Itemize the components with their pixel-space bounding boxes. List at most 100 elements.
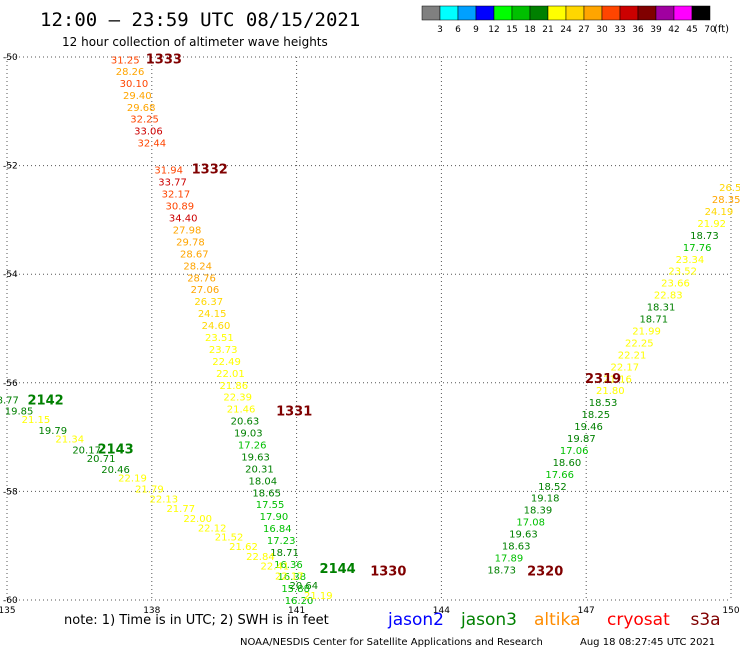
swh-value: 19.18: [531, 494, 560, 505]
legend-swatch: [673, 5, 693, 21]
legend-swatch: [457, 5, 477, 21]
satellite-label-s3a: s3a: [691, 610, 721, 630]
swh-value: 21.92: [697, 219, 726, 230]
swh-value: 18.39: [524, 506, 553, 517]
data-marks: 31.2528.2630.1029.4029.6832.2533.0632.44…: [0, 53, 740, 607]
satellite-label-cryosat: cryosat: [607, 610, 670, 630]
legend-swatch: [601, 5, 621, 21]
swh-value: 19.03: [234, 429, 263, 440]
swh-value: 26.54: [719, 183, 740, 194]
legend-swatch-label: 24: [560, 25, 572, 35]
legend-swatch-label: 45: [686, 25, 697, 35]
swh-value: 19.79: [39, 426, 68, 437]
swh-value: 20.64: [290, 581, 319, 592]
swh-value: 22.49: [212, 357, 241, 368]
track-label: 2319: [585, 372, 621, 387]
swh-value: 21.15: [22, 415, 51, 426]
swh-value: 18.52: [538, 482, 567, 493]
track-label: 1333: [146, 53, 182, 68]
swh-value: 33.77: [158, 178, 187, 189]
legend-swatch: [619, 5, 639, 21]
swh-value: 21.99: [632, 326, 661, 337]
swh-value: 22.13: [150, 494, 179, 505]
swh-value: 22.17: [275, 571, 304, 582]
swh-value: 23.66: [661, 279, 690, 290]
swh-value: 33.06: [134, 127, 163, 138]
legend-swatch: [547, 5, 567, 21]
swh-value: 21.52: [215, 532, 244, 543]
track-label: 1330: [370, 565, 406, 580]
footer-note: note: 1) Time is in UTC; 2) SWH is in fe…: [64, 613, 329, 628]
swh-value: 16.36: [274, 560, 303, 571]
swh-value: 16.38: [277, 572, 306, 583]
swh-value: 29.78: [176, 237, 205, 248]
legend-swatch-label: 3: [437, 25, 443, 35]
satellite-label-jason3: jason3: [460, 610, 517, 630]
legend-swatch-label: 9: [473, 25, 479, 35]
swh-value: 18.65: [252, 488, 281, 499]
legend-swatch-label: 30: [596, 25, 608, 35]
swh-value: 17.23: [267, 536, 296, 547]
y-tick-label: -60: [3, 596, 18, 606]
swh-value: 18.73: [487, 565, 516, 576]
swh-value: 20.17: [72, 445, 101, 456]
legend-swatch: [511, 5, 531, 21]
swh-value: 21.34: [55, 435, 84, 446]
swh-value: 30.10: [120, 79, 149, 90]
legend-swatch: [583, 5, 603, 21]
swh-value: 28.26: [116, 67, 145, 78]
swh-value: 19.63: [241, 452, 270, 463]
swh-value: 22.83: [654, 291, 683, 302]
swh-value: 24.19: [705, 207, 734, 218]
legend-swatch: [637, 5, 657, 21]
swh-value: 16.20: [285, 596, 314, 607]
legend-swatch-label: 42: [668, 25, 679, 35]
swh-value: 23.34: [676, 255, 705, 266]
swh-value: 18.71: [270, 548, 299, 559]
swh-value: 21.62: [229, 542, 258, 553]
swh-value: 29.40: [123, 91, 152, 102]
legend-swatch-label: 27: [578, 25, 589, 35]
legend-swatch-label: 6: [455, 25, 461, 35]
swh-value: 21.19: [304, 591, 333, 602]
swh-value: 21.77: [166, 504, 195, 515]
swh-value: 32.17: [162, 190, 191, 201]
swh-value: 19.87: [567, 434, 596, 445]
swh-value: 18.53: [589, 398, 618, 409]
footer-credit: NOAA/NESDIS Center for Satellite Applica…: [240, 637, 543, 648]
swh-value: 32.25: [130, 115, 159, 126]
axis-ticks: 135 138 141 144 147 150 -50 -52 -54 -56 -58 -60: [0, 53, 740, 616]
swh-value: 19.85: [5, 406, 34, 417]
swh-value: 22.39: [223, 393, 252, 404]
legend-swatch-label: 12: [488, 25, 499, 35]
swh-value: 21.80: [596, 386, 625, 397]
legend-swatch-label: 18: [524, 25, 536, 35]
swh-value: 23.52: [668, 267, 697, 278]
footer-timestamp: Aug 18 08:27:45 UTC 2021: [580, 637, 715, 648]
swh-value: 19.46: [574, 422, 603, 433]
color-legend: 3 6 9 12 15 18 21 24 27 30 33 36 39 42 45 70: [421, 5, 716, 35]
swh-value: 18.73: [690, 231, 719, 242]
swh-value: 21.16: [603, 374, 632, 385]
legend-swatch: [439, 5, 459, 21]
swh-value: 28.35: [712, 195, 740, 206]
swh-value: 18.31: [647, 303, 676, 314]
swh-value: 17.08: [516, 518, 545, 529]
swh-value: 22.00: [183, 514, 212, 525]
swh-value: 21.46: [227, 405, 256, 416]
swh-value: 21.79: [135, 484, 164, 495]
swh-value: 27.06: [191, 285, 220, 296]
swh-value: 20.46: [101, 465, 130, 476]
legend-swatch-label: 39: [650, 25, 662, 35]
swh-value: 28.24: [183, 261, 212, 272]
plot-area: 135 138 141 144 147 150 -50 -52 -54 -56 -58 -60 31.…: [0, 53, 740, 616]
x-tick-label: 144: [433, 606, 450, 616]
swh-value: 34.40: [169, 214, 198, 225]
track-label: 1331: [276, 404, 312, 419]
swh-value: 22.84: [246, 552, 275, 563]
swh-value: 30.89: [165, 202, 194, 213]
swh-value: 17.89: [495, 553, 524, 564]
track-label: 2144: [320, 562, 356, 577]
swh-value: 29.68: [127, 103, 156, 114]
